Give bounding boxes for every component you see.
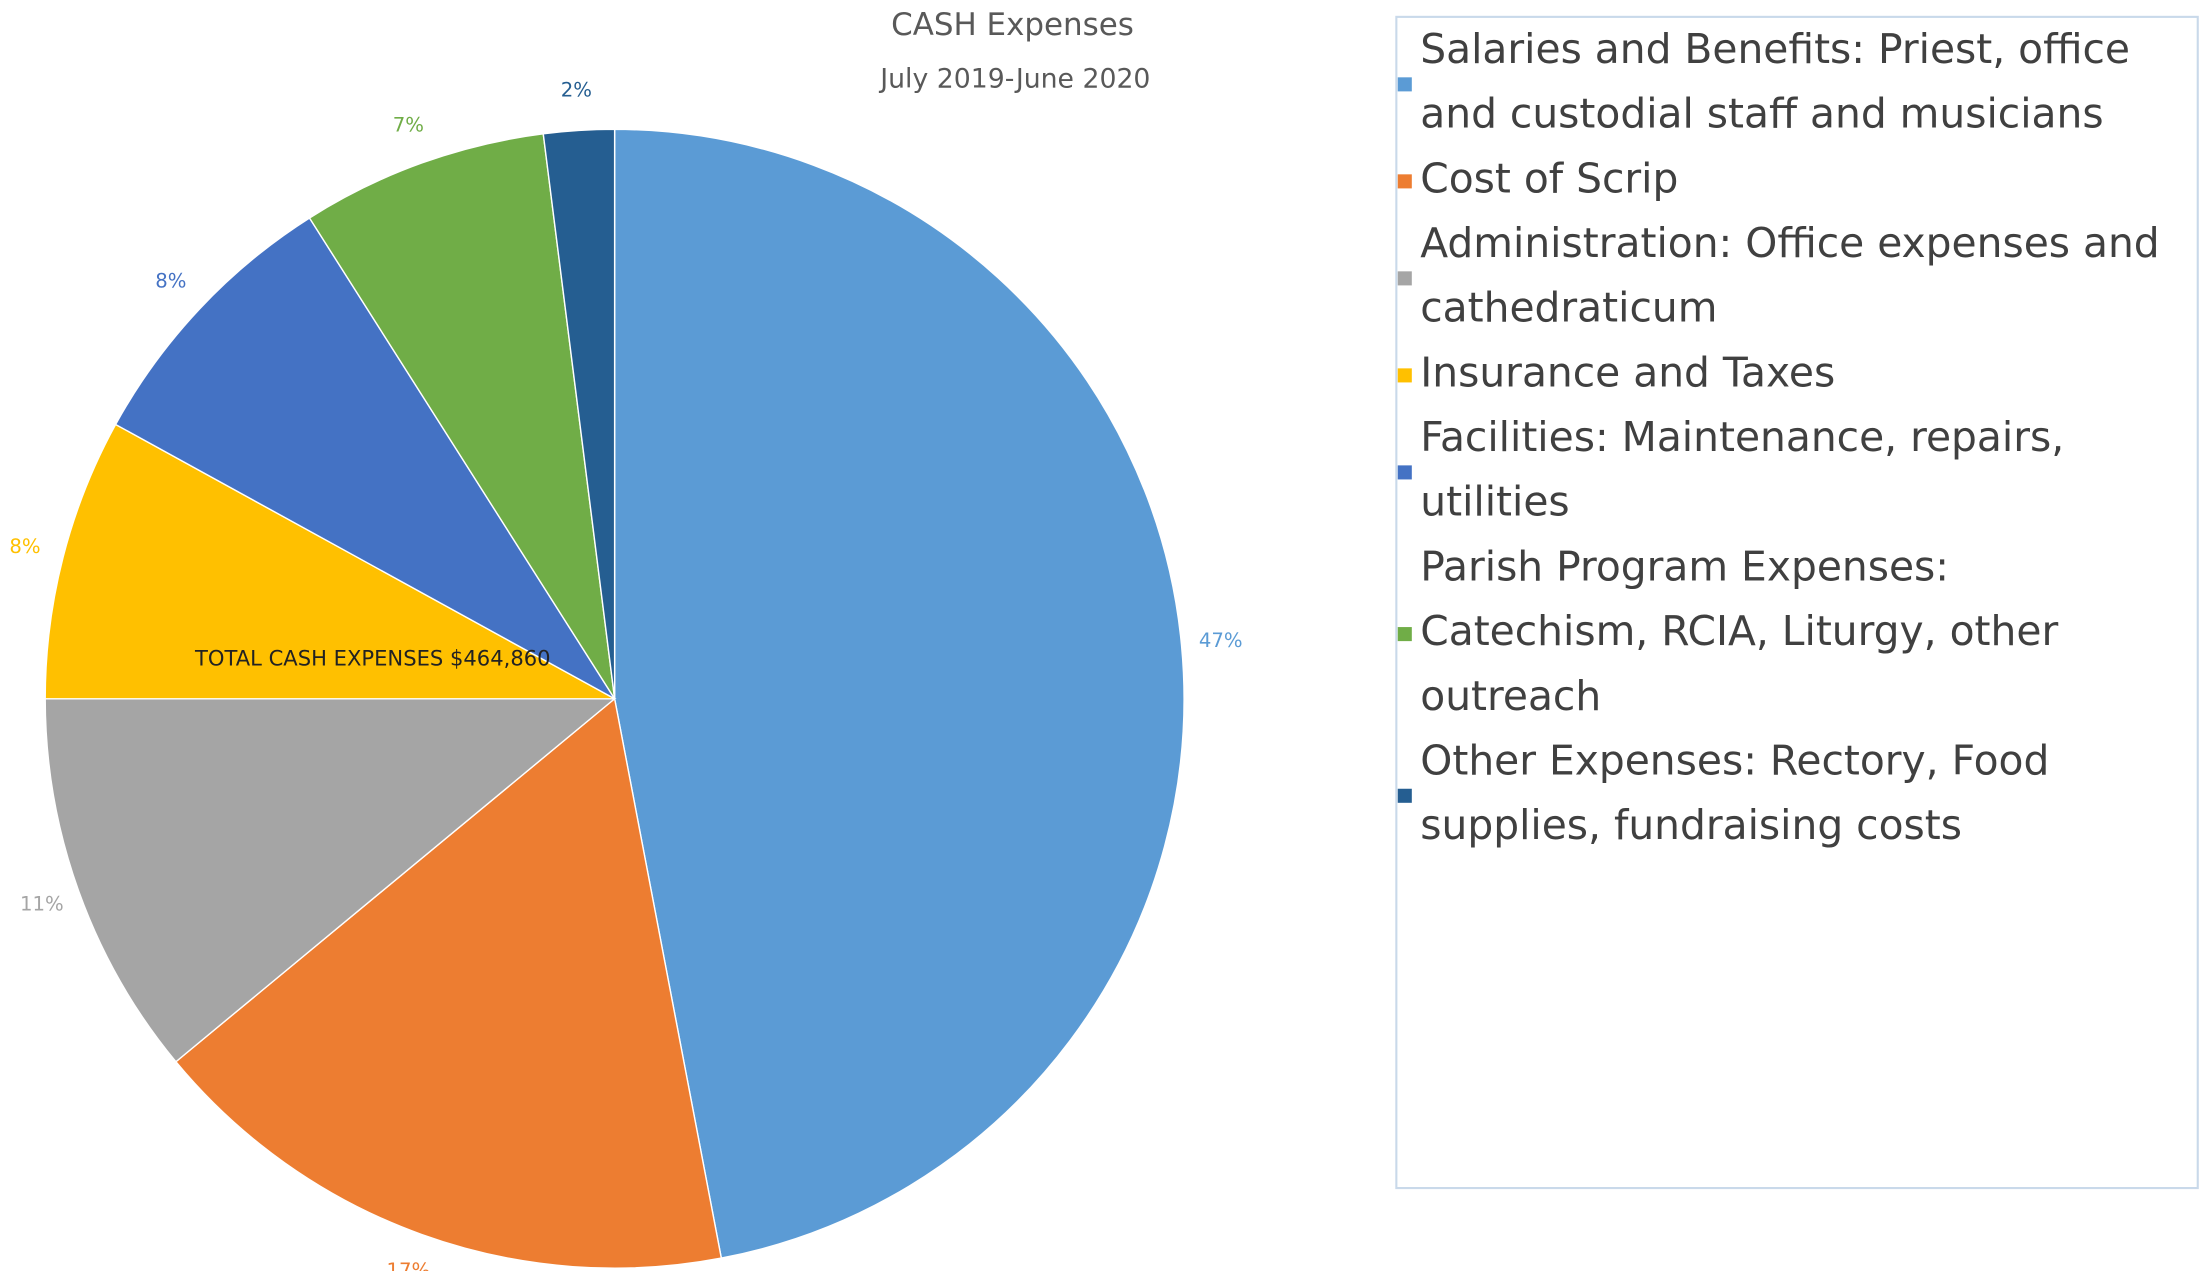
legend-line: Administration: Office expenses and	[1420, 219, 2159, 267]
data-label: 7%	[393, 113, 424, 136]
pie-slice	[174, 697, 723, 1269]
legend-marker	[1397, 77, 1412, 92]
legend-line: Insurance and Taxes	[1420, 348, 1835, 396]
legend-label: Cost of Scrip	[1420, 154, 1678, 202]
legend-line: Cost of Scrip	[1420, 154, 1678, 202]
legend-label: Administration: Office expenses and cathe…	[1420, 219, 2159, 332]
legend-box	[1395, 15, 2199, 1190]
legend-line: Salaries and Benefits: Priest, office	[1420, 25, 2130, 73]
legend-line: and custodial staff and musicians	[1420, 90, 2103, 138]
legend-marker	[1397, 368, 1412, 383]
legend-label: Other Expenses: Rectory, Food supplies, f…	[1420, 736, 2049, 849]
data-label: 8%	[9, 535, 40, 558]
legend-line: Other Expenses: Rectory, Food	[1420, 736, 2049, 784]
legend-marker	[1397, 271, 1412, 286]
legend-marker	[1397, 627, 1412, 642]
chart-subtitle: July 2019-June 2020	[878, 64, 1150, 95]
data-label: 2%	[561, 79, 592, 102]
pie-slice	[114, 217, 616, 700]
pie-slice	[308, 133, 616, 700]
pie-slice	[44, 698, 617, 1063]
pie-slice	[44, 423, 615, 700]
legend-label: Salaries and Benefits: Priest, office and…	[1420, 25, 2130, 138]
legend-line: supplies, fundraising costs	[1420, 801, 1962, 849]
pie	[44, 128, 1185, 1269]
legend-line: Facilities: Maintenance, repairs,	[1420, 413, 2064, 461]
legend-line: cathedraticum	[1420, 284, 1717, 332]
data-label: 17%	[387, 1259, 431, 1271]
data-label: 47%	[1199, 629, 1243, 652]
legend-label: Insurance and Taxes	[1420, 348, 1835, 396]
chart-title: CASH Expenses	[891, 7, 1134, 43]
annotation: TOTAL CASH EXPENSES $464,860	[194, 645, 551, 670]
legend-line: outreach	[1420, 672, 1601, 720]
legend-marker	[1397, 465, 1412, 480]
data-label: 11%	[20, 892, 64, 915]
legend-marker	[1397, 174, 1412, 189]
legend-marker	[1397, 788, 1412, 803]
pie-slice	[542, 128, 616, 699]
legend-line: utilities	[1420, 478, 1569, 526]
legend-label: Facilities: Maintenance, repairs, utiliti…	[1420, 413, 2064, 526]
legend-line: Parish Program Expenses:	[1420, 542, 1949, 590]
legend-label: Parish Program Expenses: Catechism, RCIA,…	[1420, 542, 2058, 719]
legend-line: Catechism, RCIA, Liturgy, other	[1420, 607, 2058, 655]
data-label: 8%	[155, 270, 186, 293]
pie-slice	[613, 128, 1185, 1259]
